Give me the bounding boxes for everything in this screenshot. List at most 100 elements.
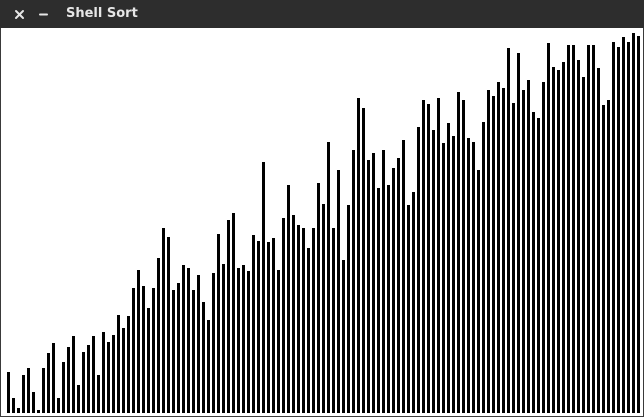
bar — [227, 220, 230, 413]
bar — [87, 345, 90, 413]
bar — [552, 67, 555, 413]
bar — [617, 47, 620, 413]
bar — [367, 160, 370, 413]
bar — [537, 118, 540, 413]
bar — [82, 352, 85, 413]
bar — [167, 237, 170, 413]
bar — [152, 288, 155, 413]
bar — [132, 288, 135, 413]
bar — [612, 42, 615, 413]
bar — [222, 264, 225, 413]
bar — [577, 60, 580, 413]
bar — [502, 88, 505, 413]
bar — [247, 271, 250, 413]
bar — [67, 347, 70, 413]
close-button[interactable] — [15, 10, 24, 19]
bar — [232, 213, 235, 413]
bar — [252, 235, 255, 413]
bar — [572, 45, 575, 413]
bar — [282, 218, 285, 413]
bar — [457, 92, 460, 413]
bar — [562, 62, 565, 413]
bar — [557, 70, 560, 413]
bar — [197, 275, 200, 413]
bar — [592, 45, 595, 413]
bar — [272, 238, 275, 413]
bar — [182, 265, 185, 413]
bar — [442, 143, 445, 413]
bar — [542, 82, 545, 413]
bar — [597, 68, 600, 413]
bar — [22, 375, 25, 413]
bar — [42, 368, 45, 413]
bar — [302, 228, 305, 413]
bar — [387, 185, 390, 413]
bar — [177, 283, 180, 413]
bar — [277, 270, 280, 413]
bar — [297, 225, 300, 413]
bar — [497, 82, 500, 413]
bar — [582, 77, 585, 413]
window-controls — [15, 10, 48, 19]
title-bar: Shell Sort — [0, 0, 644, 28]
bar — [207, 320, 210, 413]
bar — [452, 136, 455, 413]
bar — [147, 308, 150, 413]
bar — [62, 362, 65, 413]
bar — [97, 375, 100, 413]
bar — [157, 258, 160, 413]
bar — [362, 108, 365, 413]
bar — [57, 398, 60, 413]
bar — [172, 290, 175, 413]
bar — [407, 205, 410, 413]
bar — [107, 342, 110, 413]
bar — [472, 142, 475, 413]
bar — [117, 315, 120, 413]
bar — [262, 162, 265, 413]
bar — [137, 270, 140, 413]
bar — [532, 112, 535, 413]
bar — [32, 392, 35, 413]
bar — [72, 336, 75, 413]
bar — [632, 33, 635, 413]
bar — [127, 316, 130, 413]
bar — [162, 228, 165, 413]
bar — [517, 53, 520, 413]
bar — [342, 260, 345, 413]
bar — [112, 335, 115, 413]
bar — [372, 153, 375, 413]
bar — [487, 90, 490, 413]
bar — [12, 398, 15, 413]
bar — [217, 234, 220, 413]
bar — [202, 302, 205, 413]
bar — [327, 142, 330, 413]
bar — [192, 290, 195, 413]
bar — [467, 138, 470, 413]
bar — [257, 241, 260, 413]
bar — [382, 150, 385, 413]
bar — [37, 410, 40, 413]
bar — [522, 90, 525, 413]
bar — [47, 353, 50, 413]
bar — [427, 104, 430, 413]
bar — [447, 123, 450, 413]
bar — [607, 100, 610, 413]
bar — [237, 268, 240, 413]
bar — [187, 268, 190, 413]
window-title: Shell Sort — [66, 6, 138, 21]
bar — [102, 332, 105, 413]
bar — [527, 80, 530, 413]
bar — [7, 372, 10, 413]
bar — [492, 96, 495, 413]
bar — [317, 183, 320, 413]
bar — [357, 98, 360, 413]
bar — [422, 100, 425, 413]
bar — [337, 170, 340, 413]
bar — [142, 286, 145, 413]
bar — [567, 45, 570, 413]
bar — [397, 158, 400, 413]
bar — [27, 368, 30, 413]
bar — [267, 242, 270, 413]
bar — [482, 122, 485, 413]
